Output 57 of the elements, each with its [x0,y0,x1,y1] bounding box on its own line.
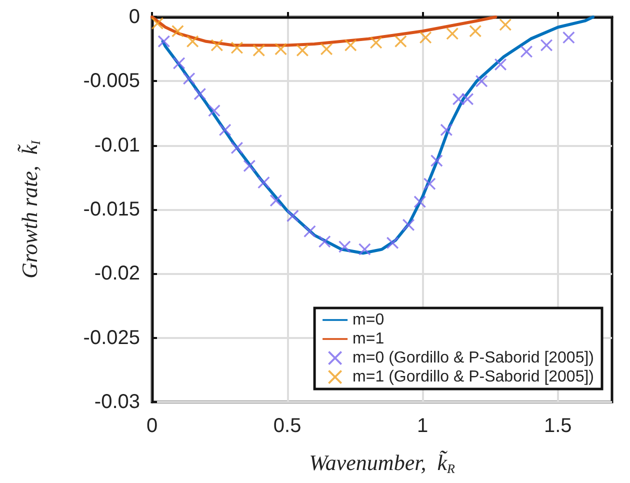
point [469,25,482,38]
point [230,142,243,154]
point [158,35,170,48]
legend-label: m=0 (Gordillo & P-Saborid [2005]) [352,350,594,366]
point [446,28,458,40]
point [183,72,196,85]
point [173,57,186,70]
x-tick-label: 1.5 [544,415,572,437]
point [304,225,316,238]
y-axis-title: Growth rate, k̃I [17,140,43,278]
point [252,44,265,56]
point [344,39,357,52]
point [243,160,256,172]
point [186,35,199,48]
legend-label: m=1 (Gordillo & P-Saborid [2005]) [352,368,594,386]
legend-label: m=0 [352,312,384,328]
x-tick-label: 0.5 [273,415,302,437]
point [520,46,532,58]
point [420,32,432,44]
point [172,25,184,38]
point [424,178,436,190]
point [494,58,507,70]
point [499,18,512,31]
point [286,210,299,222]
point [338,240,351,253]
point [440,124,452,136]
point [414,196,426,208]
point [462,93,474,106]
y-tick-label: -0.005 [83,70,140,92]
point [562,32,575,44]
point [270,194,282,207]
legend-label: m=1 [352,330,384,348]
point [430,154,443,167]
point [370,36,382,49]
point [476,75,488,88]
point [394,35,407,48]
point [274,43,287,56]
point [386,236,399,249]
point [230,42,243,54]
point [320,43,333,56]
point [151,17,164,30]
y-tick-label: -0.02 [94,262,140,285]
point [208,104,220,117]
y-tick-label: -0.015 [83,198,140,220]
x-tick-label: 0 [146,415,158,437]
x-tick-label: 1 [417,415,428,437]
y-tick-label: 0 [128,6,140,28]
point [402,218,415,231]
y-tick-label: -0.025 [83,326,140,349]
point [318,236,331,248]
point [210,39,223,52]
point [219,124,232,136]
point [358,243,371,256]
point [296,44,308,56]
y-tick-label: -0.01 [94,134,140,156]
point [194,88,206,100]
y-tick-label: -0.03 [94,391,140,413]
